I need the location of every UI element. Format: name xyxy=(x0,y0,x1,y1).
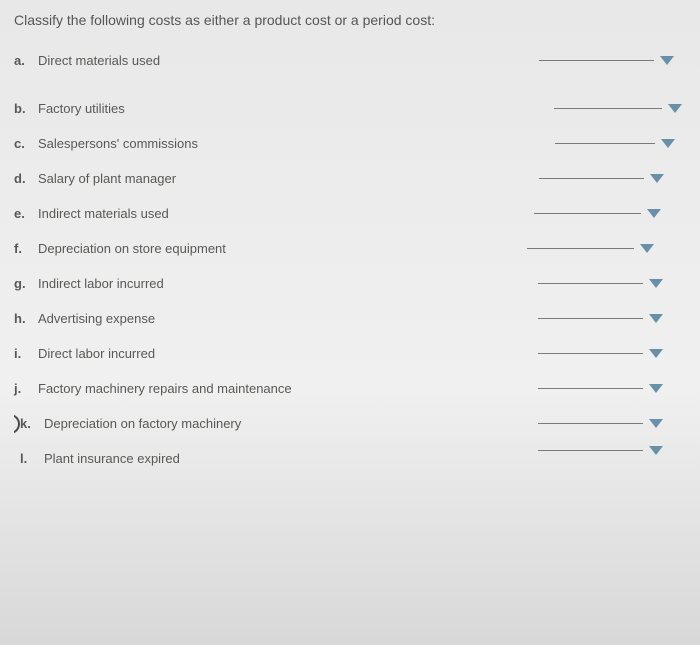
item-text-h: Advertising expense xyxy=(38,311,155,326)
item-text-b: Factory utilities xyxy=(38,101,125,116)
item-letter-g: g. xyxy=(14,276,32,291)
item-label-e: e. Indirect materials used xyxy=(14,206,169,221)
item-row-g: g. Indirect labor incurred xyxy=(14,271,686,295)
item-label-f: f. Depreciation on store equipment xyxy=(14,241,226,256)
dropdown-j[interactable] xyxy=(538,384,663,393)
item-letter-a: a. xyxy=(14,53,32,68)
item-row-b: b. Factory utilities xyxy=(14,96,686,120)
dropdown-line xyxy=(527,248,634,249)
dropdown-line xyxy=(539,178,644,179)
items-list: a. Direct materials used b. Factory util… xyxy=(14,48,686,470)
item-label-d: d. Salary of plant manager xyxy=(14,171,176,186)
item-label-g: g. Indirect labor incurred xyxy=(14,276,164,291)
chevron-down-icon[interactable] xyxy=(640,244,654,253)
item-letter-e: e. xyxy=(14,206,32,221)
dropdown-g[interactable] xyxy=(538,279,663,288)
item-text-i: Direct labor incurred xyxy=(38,346,155,361)
chevron-down-icon[interactable] xyxy=(649,279,663,288)
dropdown-line xyxy=(554,108,662,109)
dropdown-line xyxy=(538,388,643,389)
dropdown-f[interactable] xyxy=(527,244,654,253)
item-text-j: Factory machinery repairs and maintenanc… xyxy=(38,381,292,396)
item-row-j: j. Factory machinery repairs and mainten… xyxy=(14,376,686,400)
item-text-e: Indirect materials used xyxy=(38,206,169,221)
dropdown-line xyxy=(534,213,641,214)
item-text-c: Salespersons' commissions xyxy=(38,136,198,151)
item-letter-b: b. xyxy=(14,101,32,116)
item-row-d: d. Salary of plant manager xyxy=(14,166,686,190)
dropdown-line xyxy=(538,450,643,451)
item-row-i: i. Direct labor incurred xyxy=(14,341,686,365)
item-label-k: k. Depreciation on factory machinery xyxy=(14,416,241,431)
item-label-c: c. Salespersons' commissions xyxy=(14,136,198,151)
selection-indicator-icon xyxy=(0,414,20,434)
item-row-k: k. Depreciation on factory machinery xyxy=(14,411,686,435)
item-text-a: Direct materials used xyxy=(38,53,160,68)
dropdown-line xyxy=(538,353,643,354)
item-letter-j: j. xyxy=(14,381,32,396)
item-row-c: c. Salespersons' commissions xyxy=(14,131,686,155)
item-letter-d: d. xyxy=(14,171,32,186)
chevron-down-icon[interactable] xyxy=(650,174,664,183)
item-letter-f: f. xyxy=(14,241,32,256)
question-prompt: Classify the following costs as either a… xyxy=(14,12,686,28)
item-letter-h: h. xyxy=(14,311,32,326)
dropdown-d[interactable] xyxy=(539,174,664,183)
dropdown-b[interactable] xyxy=(554,104,682,113)
item-letter-k: k. xyxy=(20,416,38,431)
chevron-down-icon[interactable] xyxy=(649,384,663,393)
item-label-a: a. Direct materials used xyxy=(14,53,160,68)
item-text-k: Depreciation on factory machinery xyxy=(44,416,241,431)
dropdown-l[interactable] xyxy=(538,446,663,455)
item-text-g: Indirect labor incurred xyxy=(38,276,164,291)
item-text-f: Depreciation on store equipment xyxy=(38,241,226,256)
item-row-f: f. Depreciation on store equipment xyxy=(14,236,686,260)
item-label-b: b. Factory utilities xyxy=(14,101,125,116)
dropdown-i[interactable] xyxy=(538,349,663,358)
dropdown-h[interactable] xyxy=(538,314,663,323)
dropdown-line xyxy=(538,423,643,424)
item-row-a: a. Direct materials used xyxy=(14,48,686,72)
chevron-down-icon[interactable] xyxy=(660,56,674,65)
chevron-down-icon[interactable] xyxy=(668,104,682,113)
item-letter-i: i. xyxy=(14,346,32,361)
dropdown-line xyxy=(538,318,643,319)
dropdown-e[interactable] xyxy=(534,209,661,218)
chevron-down-icon[interactable] xyxy=(649,419,663,428)
item-label-h: h. Advertising expense xyxy=(14,311,155,326)
dropdown-k[interactable] xyxy=(538,419,663,428)
item-row-h: h. Advertising expense xyxy=(14,306,686,330)
item-label-i: i. Direct labor incurred xyxy=(14,346,155,361)
item-text-d: Salary of plant manager xyxy=(38,171,176,186)
chevron-down-icon[interactable] xyxy=(649,349,663,358)
chevron-down-icon[interactable] xyxy=(661,139,675,148)
item-label-j: j. Factory machinery repairs and mainten… xyxy=(14,381,292,396)
dropdown-c[interactable] xyxy=(555,139,675,148)
item-letter-c: c. xyxy=(14,136,32,151)
item-row-e: e. Indirect materials used xyxy=(14,201,686,225)
dropdown-line xyxy=(555,143,655,144)
item-label-l: l. Plant insurance expired xyxy=(14,451,180,466)
chevron-down-icon[interactable] xyxy=(649,314,663,323)
chevron-down-icon[interactable] xyxy=(649,446,663,455)
chevron-down-icon[interactable] xyxy=(647,209,661,218)
item-row-l: l. Plant insurance expired xyxy=(14,446,686,470)
dropdown-line xyxy=(539,60,654,61)
dropdown-line xyxy=(538,283,643,284)
item-letter-l: l. xyxy=(20,451,38,466)
item-text-l: Plant insurance expired xyxy=(44,451,180,466)
dropdown-a[interactable] xyxy=(539,56,674,65)
